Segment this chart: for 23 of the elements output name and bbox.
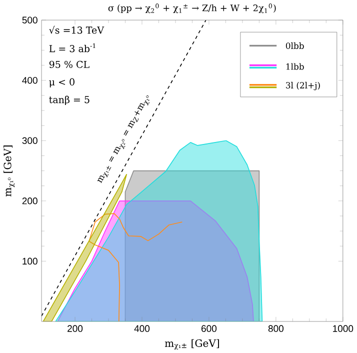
line-series (88, 213, 183, 322)
annotation: μ < 0 (49, 78, 74, 88)
legend-label: 0lbb (286, 42, 304, 49)
y-axis-title: m$_{χ₁⁰}$ [GeV] (4, 146, 15, 196)
legend-label: 3l (2l+j) (286, 82, 320, 90)
y-tick-label: 400 (22, 76, 38, 84)
y-tick-label: 300 (22, 137, 38, 144)
x-tick-label: 200 (68, 325, 83, 332)
x-tick-label: 600 (202, 325, 217, 332)
y-tick-label: 500 (22, 16, 38, 24)
x-tick-label: 800 (268, 325, 284, 332)
legend-label: 1lbb (286, 63, 304, 70)
chart-title: σ (pp → χ$_{2}$$^{0}$ + χ$_{1}$$^{±}$ → Z/h + W + 2χ$_{1}$$^{0}$) (108, 4, 276, 14)
annotation: L = 3 ab$^{-1}$ (49, 43, 96, 52)
x-axis-title: m$_{χ₁±}$ [GeV] (164, 339, 219, 350)
y-tick-label: 100 (22, 258, 38, 265)
annotation: tanβ = 5 (49, 96, 90, 106)
y-tick-label: 200 (22, 198, 38, 204)
x-tick-label: 400 (134, 325, 150, 332)
annotation: 95 % CL (49, 60, 90, 68)
annotation: m$_{χ₁±}$ = m$_{χ₂⁰}$ = m$_{Z}$+m$_{χ₁⁰}$ (97, 95, 150, 184)
annotation: √s =13 TeV (49, 26, 104, 34)
x-tick-label: 1000 (333, 325, 354, 332)
